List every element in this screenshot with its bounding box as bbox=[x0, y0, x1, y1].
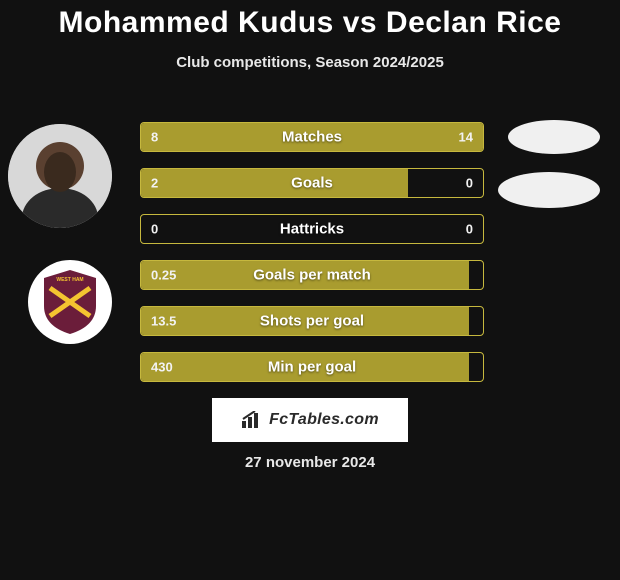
stat-value-player1: 13.5 bbox=[151, 314, 176, 329]
stat-value-player1: 430 bbox=[151, 360, 173, 375]
stat-fill-player1 bbox=[141, 123, 264, 151]
stat-label: Matches bbox=[282, 129, 342, 146]
stat-value-player1: 0.25 bbox=[151, 268, 176, 283]
fctables-badge: FcTables.com bbox=[212, 398, 408, 442]
shield-icon: WEST HAM bbox=[40, 268, 100, 336]
player2-avatar bbox=[508, 120, 600, 154]
stat-label: Hattricks bbox=[280, 221, 344, 238]
stat-row: Goals 2 0 bbox=[140, 168, 484, 198]
crest-text: WEST HAM bbox=[56, 277, 83, 283]
fctables-text: FcTables.com bbox=[269, 411, 379, 429]
stat-row: Hattricks 0 0 bbox=[140, 214, 484, 244]
stat-label: Goals bbox=[291, 175, 333, 192]
stat-value-player1: 0 bbox=[151, 222, 158, 237]
player1-club-crest: WEST HAM bbox=[28, 260, 112, 344]
stat-value-player2: 14 bbox=[459, 130, 473, 145]
chart-icon bbox=[241, 411, 263, 429]
stat-row: Matches 8 14 bbox=[140, 122, 484, 152]
stats-bar-chart: Matches 8 14 Goals 2 0 Hattricks 0 0 Goals per ma… bbox=[140, 122, 484, 398]
player1-avatar bbox=[8, 124, 112, 228]
stat-fill-player1 bbox=[141, 169, 408, 197]
stat-value-player2: 0 bbox=[466, 176, 473, 191]
player2-avatar-2 bbox=[498, 172, 600, 208]
snapshot-date: 27 november 2024 bbox=[245, 454, 375, 471]
stat-row: Goals per match 0.25 bbox=[140, 260, 484, 290]
page-title: Mohammed Kudus vs Declan Rice bbox=[0, 6, 620, 40]
stat-label: Goals per match bbox=[253, 267, 371, 284]
stat-value-player2: 0 bbox=[466, 222, 473, 237]
subtitle: Club competitions, Season 2024/2025 bbox=[0, 54, 620, 71]
stat-label: Shots per goal bbox=[260, 313, 364, 330]
stat-label: Min per goal bbox=[268, 359, 356, 376]
stat-row: Shots per goal 13.5 bbox=[140, 306, 484, 336]
comparison-card: Mohammed Kudus vs Declan Rice Club compe… bbox=[0, 0, 620, 580]
stat-value-player1: 2 bbox=[151, 176, 158, 191]
avatar-placeholder-icon bbox=[8, 124, 112, 228]
stat-row: Min per goal 430 bbox=[140, 352, 484, 382]
stat-value-player1: 8 bbox=[151, 130, 158, 145]
